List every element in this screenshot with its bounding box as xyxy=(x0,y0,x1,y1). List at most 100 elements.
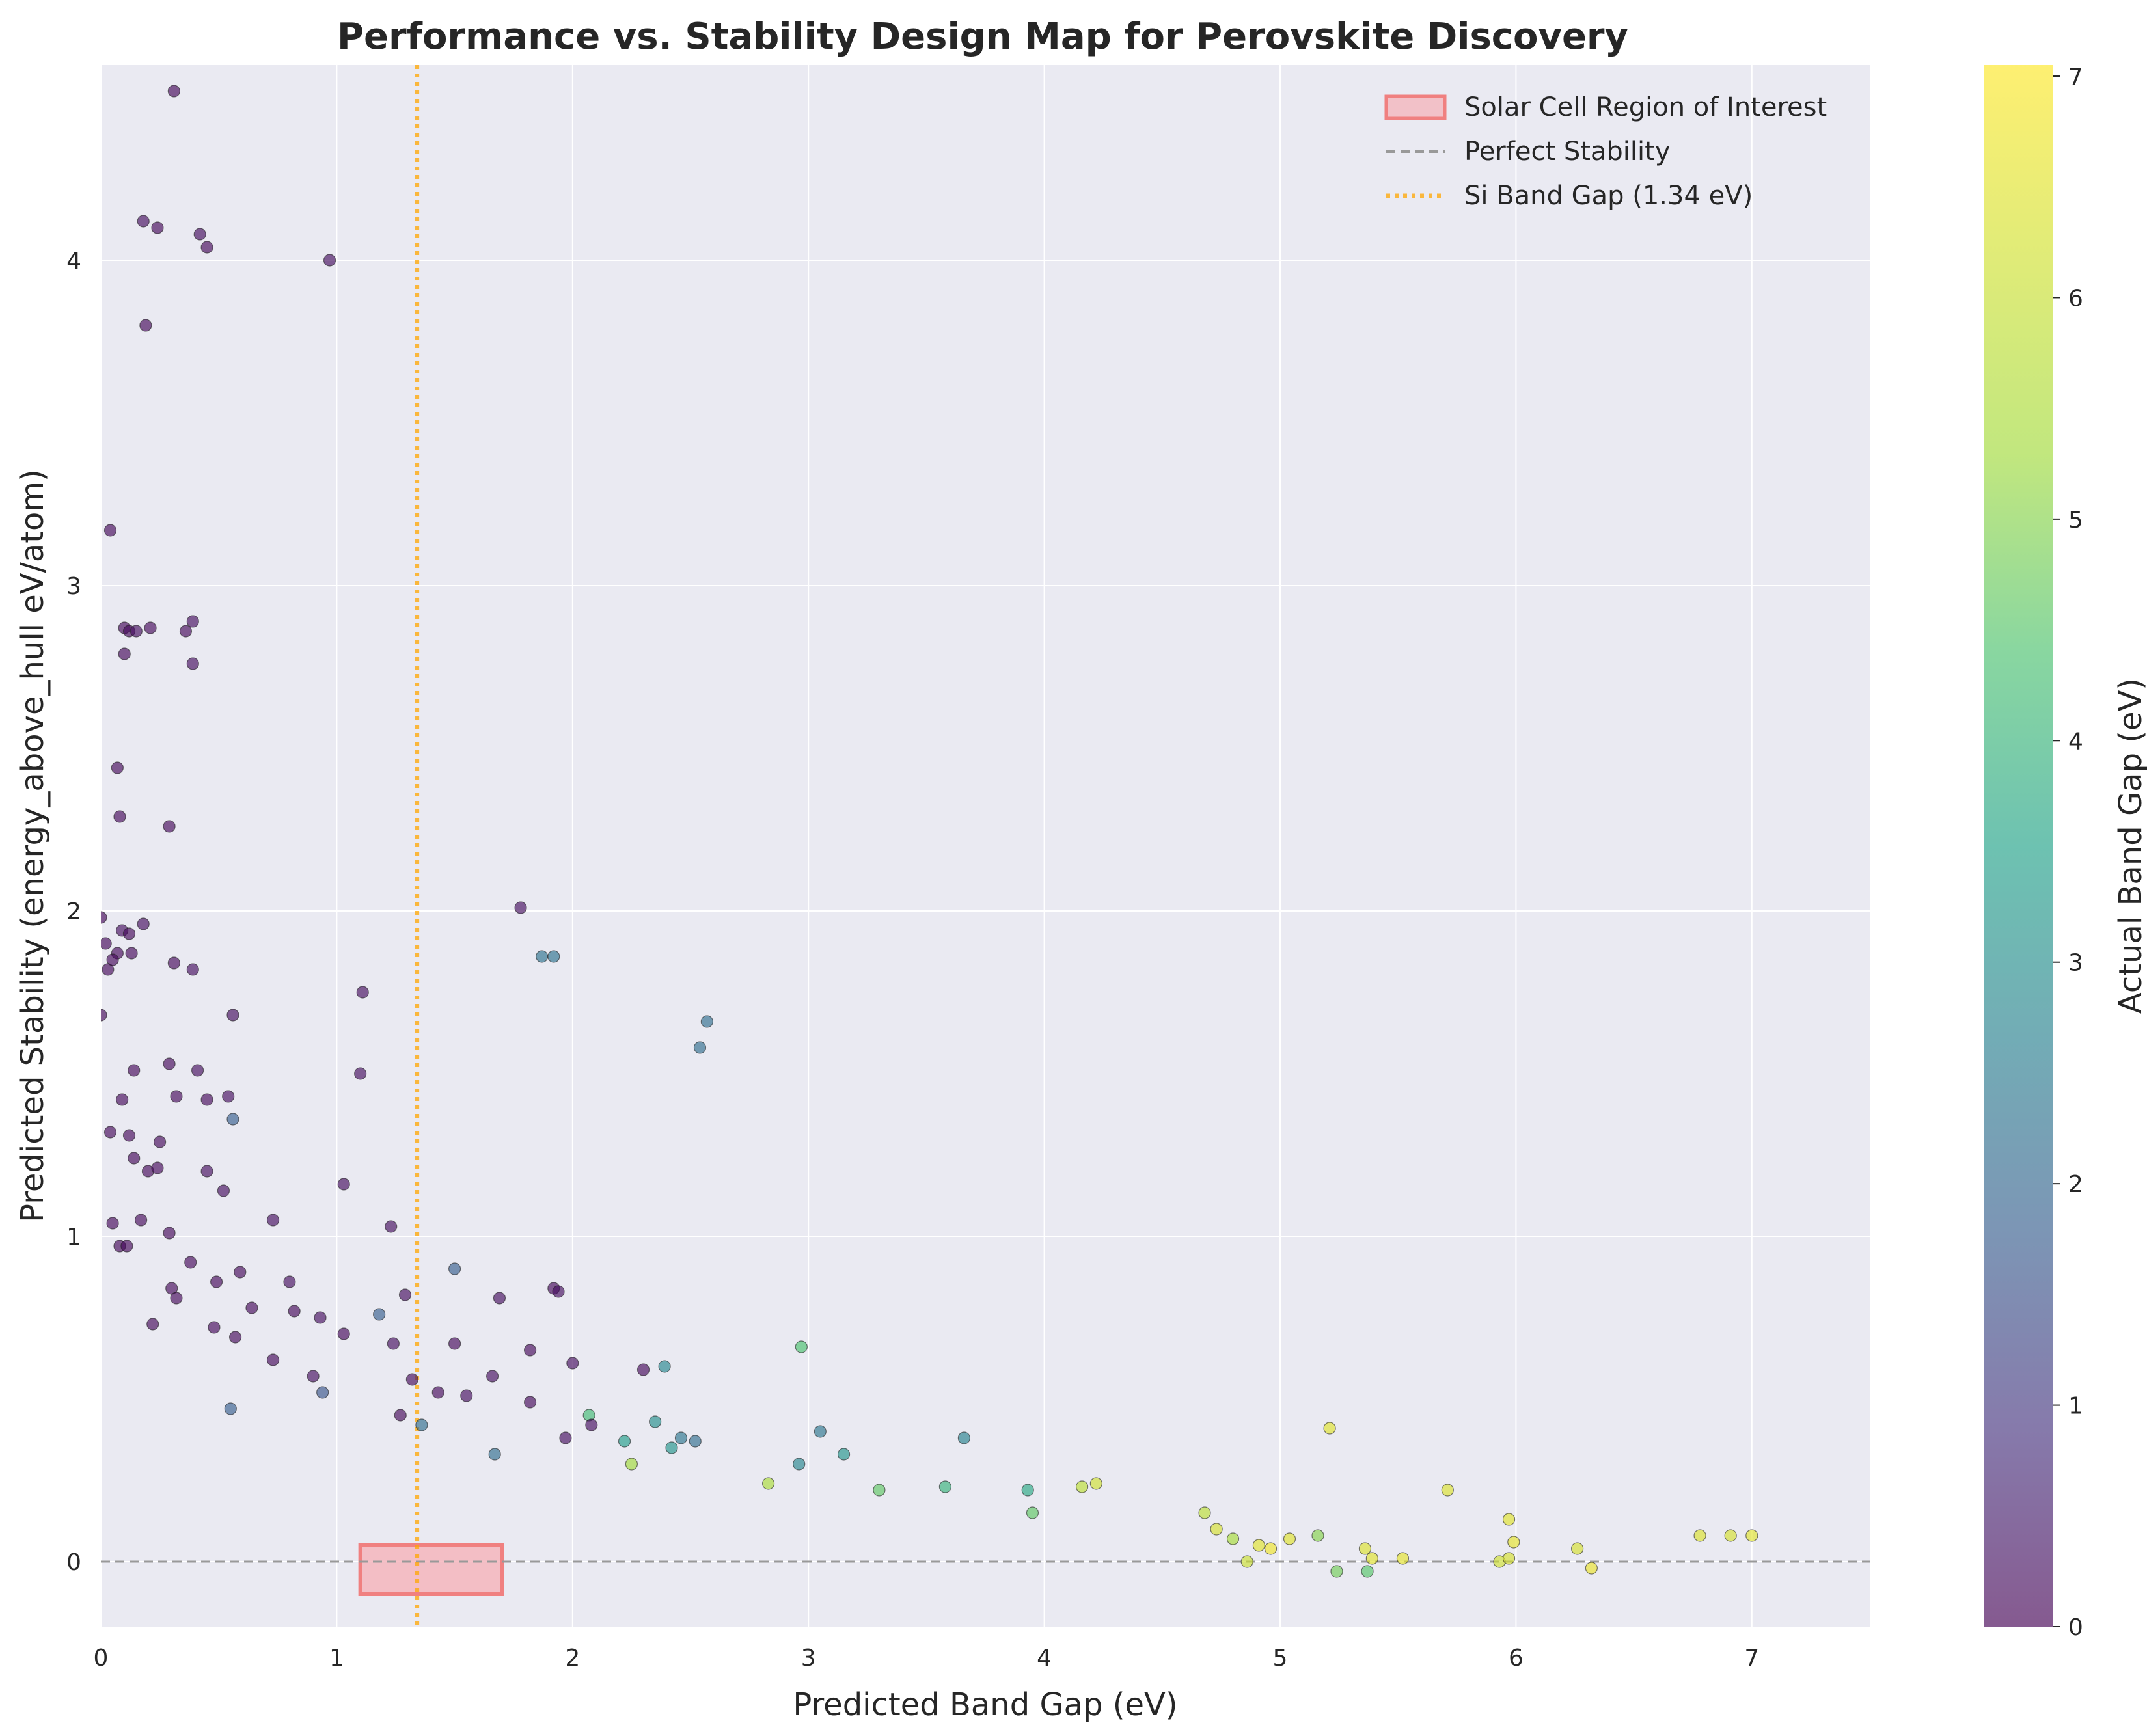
colorbar-tick-label: 1 xyxy=(2068,1393,2083,1420)
data-point xyxy=(106,953,119,966)
data-point xyxy=(101,1009,107,1022)
colorbar: 0 1 2 3 4 5 6 7 Actual Band Gap (eV) xyxy=(1984,64,2147,1641)
data-point xyxy=(1745,1529,1758,1542)
data-point xyxy=(1264,1542,1278,1555)
data-point xyxy=(210,1275,223,1288)
data-point xyxy=(793,1458,806,1471)
data-point xyxy=(167,956,180,970)
data-point xyxy=(228,1331,242,1344)
colorbar-tick-label: 0 xyxy=(2068,1614,2083,1641)
data-point xyxy=(234,1266,247,1279)
data-point xyxy=(170,1292,183,1305)
data-point xyxy=(665,1441,678,1454)
data-point xyxy=(128,1064,141,1077)
reference-lines xyxy=(101,65,1870,1627)
y-tick-label: 1 xyxy=(66,1224,81,1251)
data-point xyxy=(761,1477,775,1490)
data-point xyxy=(649,1415,662,1428)
data-point xyxy=(118,647,131,660)
data-point xyxy=(552,1285,565,1298)
legend-label-solar-region: Solar Cell Region of Interest xyxy=(1464,92,1827,122)
data-point xyxy=(1441,1484,1454,1497)
data-point xyxy=(1358,1542,1372,1555)
data-point xyxy=(356,986,369,999)
data-point xyxy=(167,85,180,98)
data-point xyxy=(128,1152,141,1165)
y-axis-label: Predicted Stability (energy_above_hull e… xyxy=(14,469,51,1223)
x-tick-label: 7 xyxy=(1744,1645,1759,1672)
data-point xyxy=(1075,1480,1089,1493)
x-tick-labels: 0 1 2 3 4 5 6 7 xyxy=(94,1645,1760,1672)
data-point xyxy=(217,1184,230,1197)
data-point xyxy=(208,1321,221,1334)
data-point xyxy=(814,1425,827,1438)
data-point xyxy=(323,254,336,267)
data-point xyxy=(431,1386,444,1399)
data-point xyxy=(488,1448,501,1461)
data-point xyxy=(547,950,560,963)
data-point xyxy=(1021,1484,1034,1497)
data-point xyxy=(154,1135,167,1148)
data-point xyxy=(523,1396,537,1409)
colorbar-gradient xyxy=(1984,65,2053,1627)
data-point xyxy=(566,1357,579,1370)
data-point xyxy=(559,1431,572,1444)
data-point xyxy=(337,1327,350,1340)
data-point xyxy=(151,221,164,234)
data-point xyxy=(283,1275,296,1288)
data-point xyxy=(957,1431,970,1444)
data-point xyxy=(186,963,199,976)
colorbar-tick-label: 4 xyxy=(2068,728,2083,755)
data-point xyxy=(536,950,549,963)
chart-title: Performance vs. Stability Design Map for… xyxy=(337,16,1628,58)
data-point xyxy=(373,1308,386,1321)
data-point xyxy=(674,1431,688,1444)
y-tick-label: 4 xyxy=(66,248,81,275)
y-tick-labels: 0 1 2 3 4 xyxy=(66,248,81,1576)
x-tick-label: 3 xyxy=(801,1645,816,1672)
data-point xyxy=(1198,1506,1211,1519)
y-tick-label: 3 xyxy=(66,573,81,600)
data-point xyxy=(314,1311,327,1324)
legend: Solar Cell Region of Interest Perfect St… xyxy=(1384,92,1827,211)
x-tick-label: 4 xyxy=(1037,1645,1052,1672)
data-point xyxy=(122,927,136,940)
x-tick-label: 6 xyxy=(1509,1645,1524,1672)
data-point xyxy=(135,1214,148,1227)
data-point xyxy=(146,1318,159,1331)
data-point xyxy=(122,1129,136,1142)
data-point xyxy=(523,1344,537,1357)
colorbar-tick-label: 2 xyxy=(2068,1171,2083,1198)
data-point xyxy=(163,820,176,833)
data-point xyxy=(938,1480,951,1493)
data-point xyxy=(200,1093,213,1106)
data-point xyxy=(460,1389,473,1402)
data-point xyxy=(226,1113,239,1126)
data-point xyxy=(1283,1532,1296,1545)
data-point xyxy=(101,937,112,950)
data-point xyxy=(316,1386,329,1399)
y-tick-label: 0 xyxy=(66,1549,81,1576)
data-point xyxy=(1396,1552,1410,1565)
colorbar-label: Actual Band Gap (eV) xyxy=(2113,678,2147,1014)
data-point xyxy=(224,1402,237,1415)
data-point xyxy=(354,1067,367,1080)
data-point xyxy=(385,1220,398,1233)
solar-cell-region-rect xyxy=(358,1543,504,1596)
data-point xyxy=(1210,1523,1223,1536)
x-axis-label: Predicted Band Gap (eV) xyxy=(793,1687,1177,1723)
data-point xyxy=(1724,1529,1737,1542)
data-point xyxy=(186,657,199,670)
data-point xyxy=(873,1484,886,1497)
data-point xyxy=(266,1214,280,1227)
colorbar-tick-label: 7 xyxy=(2068,64,2083,90)
colorbar-tick-label: 5 xyxy=(2068,507,2083,534)
data-point xyxy=(307,1370,320,1383)
data-point xyxy=(1226,1532,1240,1545)
data-point xyxy=(485,1370,499,1383)
data-point xyxy=(405,1373,418,1386)
data-point xyxy=(120,1240,133,1253)
data-point xyxy=(700,1015,713,1028)
data-point xyxy=(184,1256,197,1269)
data-point xyxy=(448,1262,461,1275)
